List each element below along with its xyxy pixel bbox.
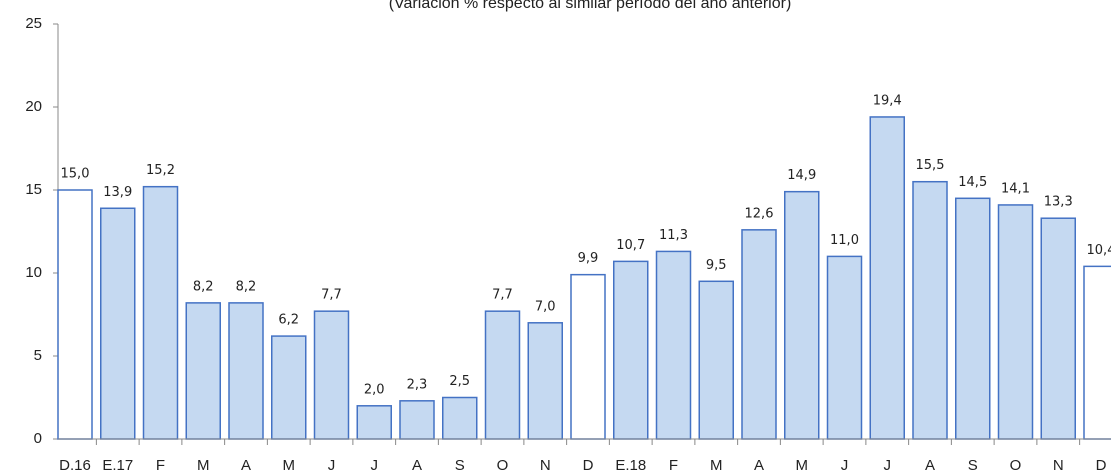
bar (271, 335, 307, 440)
bar (869, 116, 905, 440)
bar (613, 260, 649, 440)
value-label: 14,9 (787, 168, 816, 183)
value-label: 15,5 (916, 158, 945, 173)
value-label: 19,4 (873, 93, 902, 108)
bar (997, 204, 1034, 440)
bar (1083, 265, 1111, 440)
value-label: 14,1 (1001, 181, 1030, 196)
value-label: 6,2 (278, 313, 299, 328)
bar (142, 185, 179, 440)
value-label: 15,2 (146, 163, 175, 178)
x-tick-label: M (283, 457, 296, 474)
y-tick-label: 25 (25, 15, 42, 32)
x-tick-label: N (540, 457, 551, 474)
bar (741, 229, 777, 440)
value-label: 7,7 (321, 288, 342, 303)
value-label: 7,7 (492, 288, 513, 303)
x-tick-label: O (1010, 457, 1022, 474)
value-label: 9,5 (706, 258, 727, 273)
value-label: 15,0 (61, 167, 90, 182)
bar (356, 405, 392, 440)
value-label: 8,2 (236, 279, 257, 294)
x-tick-label: J (884, 457, 892, 474)
x-tick-label: D.16 (59, 457, 91, 474)
x-tick-label: E.18 (615, 457, 646, 474)
chart-subtitle: (Variación % respecto al similar período… (389, 0, 792, 12)
value-label: 10,4 (1087, 243, 1111, 258)
value-label: 11,3 (659, 228, 688, 243)
bar (698, 280, 734, 440)
value-label: 14,5 (958, 175, 987, 190)
x-tick-label: J (328, 457, 336, 474)
bar (484, 310, 521, 440)
x-tick-label: A (754, 457, 764, 474)
value-label: 13,9 (103, 185, 132, 200)
x-tick-label: D (1096, 457, 1107, 474)
value-label: 13,3 (1044, 195, 1073, 210)
bar (655, 250, 692, 440)
bar (912, 180, 948, 440)
value-label: 10,7 (616, 238, 645, 253)
bar (784, 190, 820, 440)
bar (100, 207, 136, 440)
value-label: 2,3 (407, 377, 428, 392)
bar (313, 310, 350, 440)
value-label: 8,2 (193, 279, 214, 294)
bar (527, 322, 563, 440)
x-tick-label: S (455, 457, 465, 474)
value-label: 2,5 (449, 374, 470, 389)
x-tick-label: F (156, 457, 165, 474)
y-tick-label: 10 (25, 264, 42, 281)
x-tick-label: F (669, 457, 678, 474)
x-tick-label: O (497, 457, 509, 474)
x-tick-label: J (841, 457, 849, 474)
bar (228, 302, 264, 440)
y-tick-label: 0 (34, 430, 42, 447)
x-tick-label: A (925, 457, 935, 474)
bar (1040, 217, 1076, 440)
bar (955, 197, 991, 440)
value-label: 12,6 (745, 206, 774, 221)
x-tick-label: N (1053, 457, 1064, 474)
value-label: 11,0 (830, 233, 859, 248)
bar (826, 255, 863, 440)
x-tick-label: D (583, 457, 594, 474)
y-tick-label: 15 (25, 181, 42, 198)
x-tick-label: M (796, 457, 809, 474)
value-label: 2,0 (364, 382, 385, 397)
y-tick-label: 20 (25, 98, 42, 115)
x-tick-label: A (412, 457, 422, 474)
value-label: 9,9 (578, 251, 599, 266)
x-tick-label: M (197, 457, 210, 474)
y-tick-label: 5 (34, 347, 42, 364)
value-label: 7,0 (535, 299, 556, 314)
bar (442, 396, 478, 440)
bar (57, 189, 93, 440)
x-tick-label: J (371, 457, 379, 474)
bar (185, 302, 221, 440)
x-tick-label: A (241, 457, 251, 474)
bar (399, 400, 435, 440)
bar (570, 273, 606, 440)
x-tick-label: E.17 (102, 457, 133, 474)
x-tick-label: M (710, 457, 723, 474)
x-tick-label: S (968, 457, 978, 474)
